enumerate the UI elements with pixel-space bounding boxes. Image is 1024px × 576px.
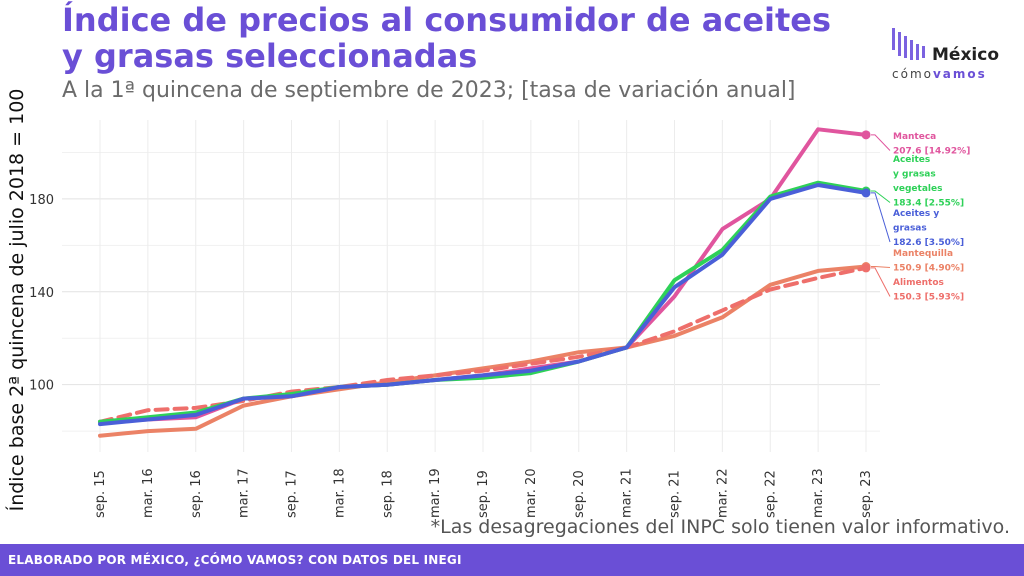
series-label-line: Alimentos (893, 278, 944, 288)
series-label-line: Mantequilla (893, 249, 953, 259)
x-tick-label: mar. 23 (811, 468, 826, 518)
series-line-2 (98, 183, 868, 427)
footer-text: ELABORADO POR MÉXICO, ¿CÓMO VAMOS? CON D… (8, 553, 462, 567)
chart-subtitle: A la 1ª quincena de septiembre de 2023; … (62, 78, 796, 103)
x-tick-label: mar. 19 (428, 468, 443, 518)
series-label-line: Aceites y (893, 209, 939, 219)
y-tick-label: 100 (29, 379, 54, 394)
series-label-line: vegetales (893, 184, 942, 194)
series-label-line: Aceites (893, 155, 930, 165)
x-tick-label: sep. 19 (476, 470, 491, 518)
series-line-4 (98, 265, 868, 424)
y-tick-label: 180 (29, 193, 54, 208)
footer-bar: ELABORADO POR MÉXICO, ¿CÓMO VAMOS? CON D… (0, 544, 1024, 576)
x-tick-label: mar. 16 (141, 468, 156, 518)
series-labels: Manteca 207.6 [14.92%]Aceites y grasas vege… (871, 132, 970, 303)
series-label-line: Manteca (893, 132, 936, 142)
grid (62, 120, 880, 452)
x-tick-label: mar. 20 (524, 468, 539, 518)
y-tick-label: 140 (29, 286, 54, 301)
series-label-line: 150.3 [5.93%] (893, 293, 964, 303)
brand-logo: México cómovamos (892, 28, 999, 81)
x-tick-label: sep. 15 (93, 470, 108, 518)
x-tick-label: sep. 22 (763, 470, 778, 518)
series-end-point (861, 188, 871, 198)
label-connector (871, 267, 891, 297)
x-tick-label: mar. 17 (237, 468, 252, 518)
x-tick-label: mar. 21 (620, 468, 635, 518)
series-end-point (861, 263, 871, 273)
x-tick-label: sep. 23 (859, 470, 874, 518)
label-connector (871, 190, 891, 203)
series-label-line: 182.6 [3.50%] (893, 238, 964, 248)
series-label-line: 150.9 [4.90%] (893, 264, 964, 274)
series-label-line: 183.4 [2.55%] (893, 199, 964, 209)
series-label-line: grasas (893, 224, 927, 234)
x-tick-label: mar. 18 (332, 468, 347, 518)
line-chart: Manteca 207.6 [14.92%]Aceites y grasas vege… (29, 120, 970, 518)
label-connector (871, 192, 891, 243)
logo-bars-icon (892, 28, 925, 60)
series-line-3 (98, 264, 868, 438)
svg-text:cómovamos: cómovamos (892, 67, 987, 81)
x-tick-label: sep. 18 (380, 470, 395, 518)
logo-bottom-light: cómo (892, 67, 933, 81)
label-connector (871, 134, 891, 151)
x-axis-ticks: sep. 15 mar. 16 sep. 16 mar. 17 sep. 17 mar. … (93, 468, 874, 518)
series-lines (98, 127, 871, 438)
chart-title: Índice de precios al consumidor de aceit… (62, 1, 832, 75)
footnote: *Las desagregaciones del INPC solo tiene… (430, 516, 1010, 538)
y-axis-ticks: 100 140 180 (29, 193, 54, 394)
x-tick-label: sep. 20 (572, 470, 587, 518)
x-tick-label: mar. 22 (715, 468, 730, 518)
series-end-point (861, 130, 871, 140)
series-label-line: 207.6 [14.92%] (893, 147, 970, 157)
x-tick-label: sep. 16 (189, 470, 204, 518)
logo-bottom-bold: vamos (933, 67, 987, 81)
label-connector (871, 266, 891, 268)
x-tick-label: sep. 17 (285, 470, 300, 518)
x-tick-label: sep. 21 (668, 470, 683, 518)
logo-top-text: México (932, 45, 999, 65)
series-label-line: y grasas (893, 170, 936, 180)
